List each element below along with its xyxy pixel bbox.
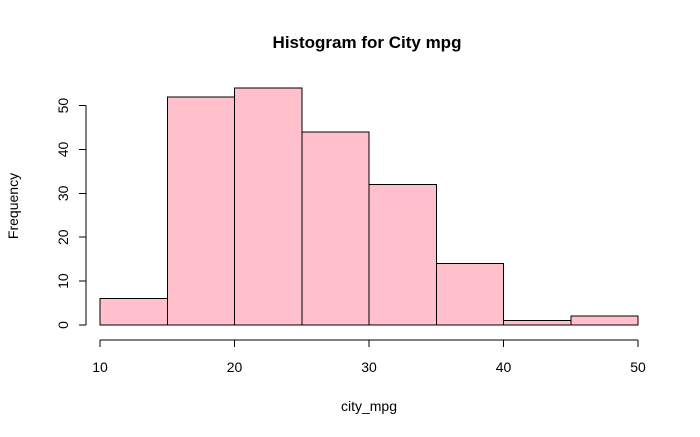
- x-tick-label-50: 50: [630, 359, 646, 375]
- x-tick-label-40: 40: [496, 359, 512, 375]
- x-tick-label-30: 30: [361, 359, 377, 375]
- histogram-bar-7: [570, 315, 639, 326]
- y-tick-label-30: 30: [55, 185, 71, 201]
- y-axis-label: Frequency: [5, 173, 21, 239]
- bars-group: [99, 87, 639, 326]
- y-tick-label-10: 10: [55, 273, 71, 289]
- y-tick-label-50: 50: [55, 98, 71, 114]
- histogram-bar-1: [166, 96, 235, 326]
- y-axis: 0 10 20 30 40 50: [55, 98, 87, 329]
- x-axis-label: city_mpg: [341, 398, 397, 414]
- histogram-bar-5: [435, 263, 504, 326]
- y-tick-label-40: 40: [55, 141, 71, 157]
- y-tick-label-20: 20: [55, 229, 71, 245]
- histogram-bar-0: [99, 298, 168, 326]
- histogram-bar-2: [234, 87, 303, 326]
- histogram-bar-3: [301, 131, 370, 326]
- x-tick-label-10: 10: [92, 359, 108, 375]
- y-tick-label-0: 0: [55, 321, 71, 329]
- chart-title: Histogram for City mpg: [273, 33, 462, 52]
- histogram-bar-6: [503, 320, 572, 326]
- histogram-bar-4: [368, 184, 437, 326]
- x-axis: 10 20 30 40 50: [92, 339, 646, 375]
- x-tick-label-20: 20: [227, 359, 243, 375]
